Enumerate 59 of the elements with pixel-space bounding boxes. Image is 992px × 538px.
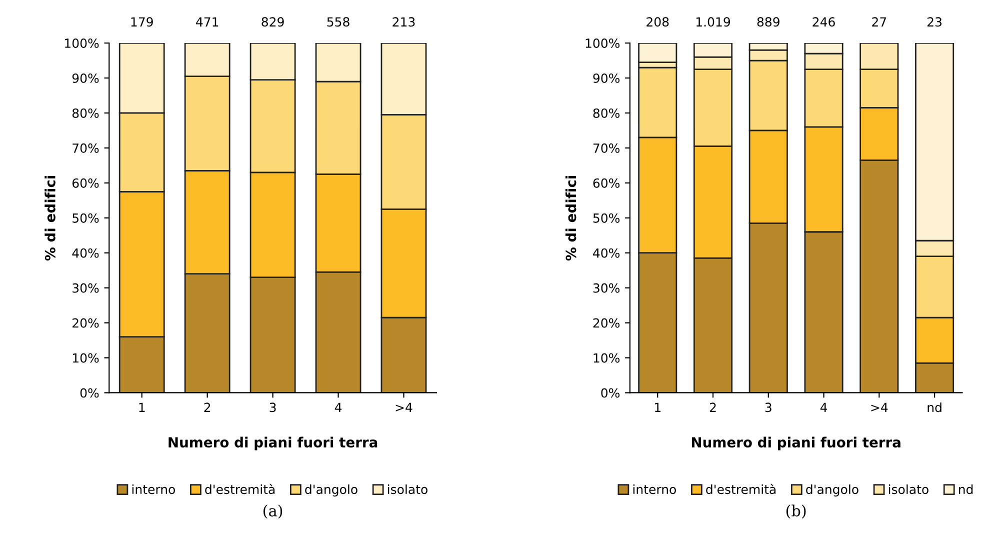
- x-tick-label: 4: [334, 402, 342, 412]
- x-tick-label: 2: [710, 402, 716, 412]
- legend-label: interno: [633, 484, 676, 494]
- x-tick-label: >4: [871, 402, 888, 412]
- legend-label: d'angolo: [806, 484, 858, 497]
- y-tick-label: 50%: [72, 213, 99, 223]
- x-tick-label: 1: [139, 402, 145, 412]
- text: 27: [872, 17, 886, 26]
- legend-label: d'estremità: [706, 484, 776, 494]
- y-tick-label: 70%: [593, 143, 620, 153]
- y-tick-label: 10%: [72, 353, 99, 363]
- text: 1.019: [696, 17, 730, 27]
- legend-label: isolato: [888, 484, 928, 494]
- x-tick-label: 1: [655, 402, 660, 412]
- legend-label: nd: [959, 484, 973, 494]
- y-axis-title: % di edifici: [44, 176, 56, 261]
- y-tick-label: 20%: [593, 318, 620, 328]
- y-tick-label: 80%: [593, 108, 620, 118]
- text: 23: [928, 17, 942, 27]
- text: 208: [646, 17, 669, 27]
- y-tick-label: 40%: [72, 248, 99, 258]
- legend-label: d'estremità: [205, 484, 275, 494]
- y-tick-label: 90%: [72, 73, 99, 83]
- text: 829: [262, 17, 284, 27]
- x-tick-label: >4: [396, 402, 412, 412]
- x-tick-label: 2: [204, 402, 210, 412]
- y-tick-label: 80%: [72, 108, 99, 118]
- y-axis-title: % di edifici: [565, 176, 576, 261]
- y-tick-label: 0%: [601, 388, 620, 398]
- x-tick-label: 4: [820, 402, 828, 412]
- legend-label: d'angolo: [305, 484, 358, 497]
- y-tick-label: 100%: [586, 38, 620, 48]
- legend-label: isolato: [388, 484, 428, 494]
- y-tick-label: 70%: [72, 143, 99, 153]
- text: 558: [327, 17, 350, 27]
- text: 889: [757, 17, 780, 27]
- y-tick-label: 100%: [65, 38, 99, 48]
- y-tick-label: 60%: [72, 178, 99, 188]
- text: 179: [131, 17, 153, 27]
- y-tick-label: 50%: [593, 213, 620, 223]
- text: 471: [196, 17, 218, 26]
- x-tick-label: 3: [765, 402, 772, 412]
- text: (b): [786, 504, 806, 519]
- text: (a): [263, 504, 282, 519]
- legend-label: interno: [132, 484, 176, 494]
- x-tick-label: nd: [928, 402, 942, 412]
- y-tick-label: 40%: [593, 248, 620, 258]
- y-tick-label: 30%: [593, 283, 620, 293]
- text: 246: [812, 17, 835, 27]
- y-tick-label: 60%: [593, 178, 620, 188]
- x-axis-title: Numero di piani fuori terra: [692, 436, 900, 450]
- y-tick-label: 90%: [593, 73, 620, 83]
- y-tick-label: 0%: [80, 388, 99, 398]
- y-tick-label: 20%: [72, 318, 99, 328]
- x-axis-title: Numero di piani fuori terra: [168, 436, 378, 450]
- y-tick-label: 10%: [594, 353, 620, 363]
- text: 213: [392, 17, 415, 27]
- x-tick-label: 3: [270, 402, 276, 412]
- y-tick-label: 30%: [72, 283, 99, 293]
